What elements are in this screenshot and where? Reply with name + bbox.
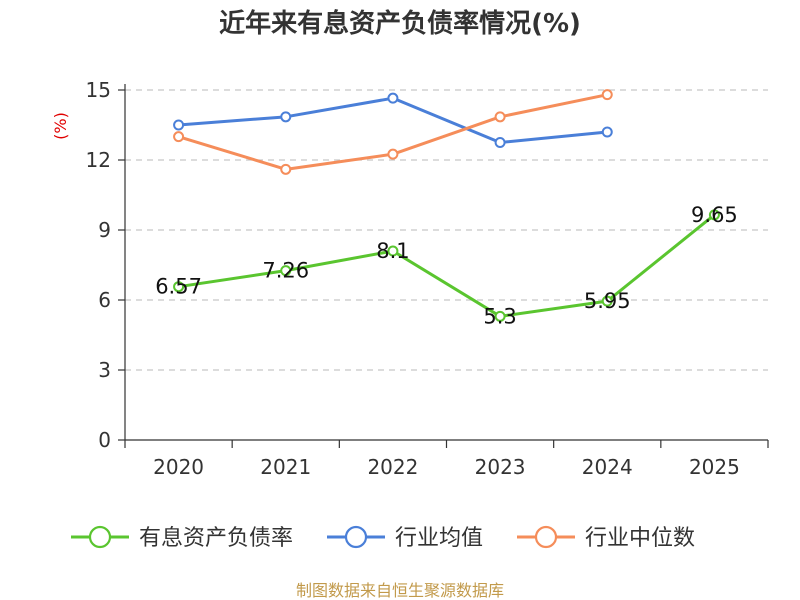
data-point bbox=[387, 245, 399, 257]
data-point bbox=[173, 119, 185, 131]
data-point bbox=[494, 111, 506, 123]
x-tick-label: 2022 bbox=[367, 455, 418, 479]
data-point bbox=[494, 310, 506, 322]
data-point bbox=[280, 265, 292, 277]
y-tick-label: 12 bbox=[86, 148, 111, 172]
data-point bbox=[280, 163, 292, 175]
data-label: 5.3 bbox=[483, 304, 516, 328]
data-label: 9.65 bbox=[691, 203, 738, 227]
y-tick-label: 15 bbox=[86, 78, 111, 102]
data-point bbox=[387, 92, 399, 104]
y-axis-label: (%) bbox=[51, 112, 70, 140]
data-point bbox=[601, 295, 613, 307]
x-tick-label: 2025 bbox=[689, 455, 740, 479]
legend-item: 行业中位数 bbox=[517, 525, 695, 551]
y-tick-label: 6 bbox=[98, 288, 111, 312]
source-note: 制图数据来自恒生聚源数据库 bbox=[296, 581, 504, 600]
data-point bbox=[173, 281, 185, 293]
legend: 有息资产负债率 行业均值 行业中位数 bbox=[71, 525, 695, 551]
data-label: 5.95 bbox=[584, 289, 631, 313]
x-tick-label: 2021 bbox=[260, 455, 311, 479]
data-point bbox=[601, 89, 613, 101]
data-label: 8.1 bbox=[376, 239, 409, 263]
x-tick-label: 2023 bbox=[475, 455, 526, 479]
data-point bbox=[280, 111, 292, 123]
data-point bbox=[601, 126, 613, 138]
data-label: 6.57 bbox=[155, 275, 202, 299]
legend-label: 行业中位数 bbox=[585, 526, 695, 551]
data-labels: 6.57 7.26 8.1 5.3 5.95 9.65 bbox=[155, 203, 738, 329]
data-point bbox=[494, 137, 506, 148]
legend-marker bbox=[534, 525, 558, 549]
data-label: 7.26 bbox=[262, 259, 309, 283]
legend-marker bbox=[344, 525, 368, 549]
legend-label: 有息资产负债率 bbox=[139, 526, 293, 551]
series-line bbox=[178, 213, 716, 318]
grid-lines bbox=[125, 89, 768, 371]
y-tick-label: 9 bbox=[98, 218, 111, 242]
legend-item: 有息资产负债率 bbox=[71, 525, 293, 551]
series-line bbox=[178, 96, 608, 144]
x-tick-label: 2020 bbox=[153, 455, 204, 479]
series-group bbox=[173, 89, 720, 322]
y-tick-label: 0 bbox=[98, 428, 111, 452]
legend-label: 行业均值 bbox=[395, 526, 483, 551]
data-point bbox=[173, 131, 185, 143]
data-point bbox=[387, 148, 399, 160]
x-tick-label: 2024 bbox=[582, 455, 633, 479]
data-point bbox=[708, 209, 720, 221]
legend-marker bbox=[88, 525, 112, 549]
chart-title: 近年来有息资产负债率情况(%) bbox=[219, 8, 581, 39]
axes: 0 3 6 9 12 15 2020 2021 2022 2023 2024 2025 bbox=[86, 78, 769, 479]
legend-item: 行业均值 bbox=[327, 525, 483, 551]
y-tick-label: 3 bbox=[98, 358, 111, 382]
